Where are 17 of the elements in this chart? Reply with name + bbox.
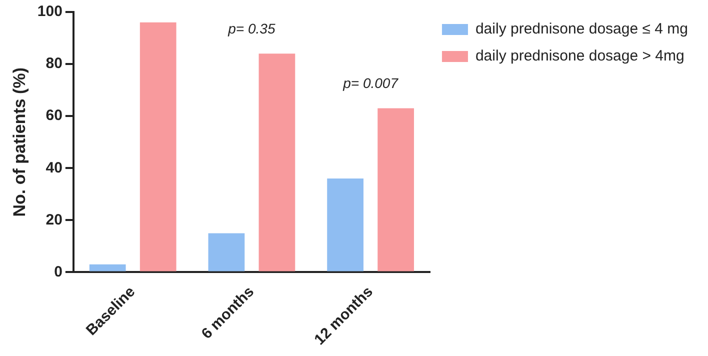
y-tick-label: 0 bbox=[54, 263, 62, 280]
bar bbox=[258, 54, 296, 272]
y-tick-label: 100 bbox=[37, 3, 62, 20]
bar bbox=[140, 22, 176, 272]
bar bbox=[208, 233, 245, 272]
bar bbox=[327, 178, 364, 272]
y-tick-label: 60 bbox=[46, 107, 62, 124]
annotation: p= 0.007 bbox=[342, 75, 400, 92]
y-axis-title: No. of patients (%) bbox=[10, 68, 29, 217]
y-tick-label: 20 bbox=[46, 211, 62, 228]
bar bbox=[378, 108, 414, 272]
y-tick-label: 40 bbox=[46, 159, 62, 176]
annotation: p= 0.35 bbox=[227, 20, 276, 37]
y-tick-label: 80 bbox=[46, 55, 62, 72]
legend-label: daily prednisone dosage > 4mg bbox=[475, 48, 684, 65]
legend-label: daily prednisone dosage ≤ 4 mg bbox=[475, 20, 688, 38]
bar bbox=[89, 264, 126, 272]
